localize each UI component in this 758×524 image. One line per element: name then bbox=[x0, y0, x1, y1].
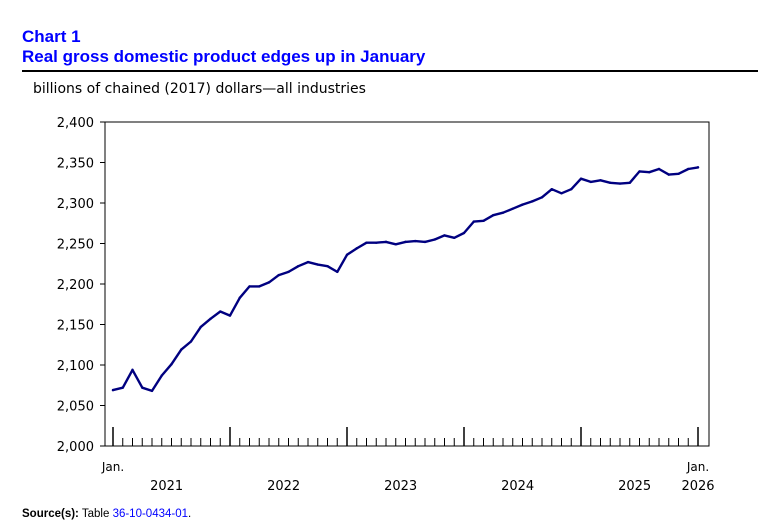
x-year-label: 2026 bbox=[681, 479, 714, 494]
data-point bbox=[180, 348, 183, 351]
data-point bbox=[297, 264, 300, 268]
data-point bbox=[531, 200, 534, 203]
chart-number: Chart 1 bbox=[22, 27, 81, 46]
data-point bbox=[540, 196, 544, 199]
source-label: Source(s): bbox=[22, 508, 79, 520]
data-point bbox=[589, 180, 592, 184]
data-point bbox=[492, 213, 495, 217]
data-point bbox=[160, 374, 163, 377]
source-prefix: Table bbox=[81, 508, 113, 520]
data-point bbox=[677, 172, 680, 176]
chart-title: Real gross domestic product edges up in … bbox=[22, 47, 426, 66]
data-point bbox=[248, 285, 251, 288]
data-point bbox=[696, 166, 700, 169]
data-point bbox=[209, 317, 212, 321]
data-point bbox=[550, 188, 553, 191]
x-year-label: 2022 bbox=[267, 479, 300, 494]
data-point bbox=[618, 182, 622, 185]
y-tick-label: 2,300 bbox=[57, 197, 94, 212]
data-point bbox=[316, 263, 319, 266]
data-point bbox=[453, 236, 456, 240]
data-point bbox=[121, 386, 124, 389]
data-point bbox=[521, 203, 524, 206]
y-axis: 2,000 2,050 2,100 2,150 2,200 2,250 2,300 2,350… bbox=[57, 116, 105, 455]
x-axis: Jan. Jan. 2021 2022 2023 2024 2025 2026 bbox=[101, 427, 715, 494]
data-point bbox=[579, 177, 583, 180]
data-point bbox=[336, 270, 339, 274]
data-point bbox=[501, 211, 505, 214]
data-point bbox=[238, 296, 241, 299]
x-month-label: Jan. bbox=[686, 460, 709, 474]
data-point bbox=[609, 181, 612, 184]
data-point bbox=[443, 234, 446, 237]
y-axis-unit-label: billions of chained (2017) dollars—all i… bbox=[33, 81, 366, 97]
data-point bbox=[199, 325, 202, 329]
x-year-label: 2024 bbox=[501, 479, 534, 494]
y-tick-label: 2,200 bbox=[57, 278, 94, 293]
data-point bbox=[482, 219, 485, 223]
source-table-link[interactable]: 36-10-0434-01 bbox=[112, 508, 189, 520]
series-line bbox=[111, 166, 700, 393]
data-point bbox=[628, 181, 631, 184]
data-point bbox=[570, 188, 573, 191]
data-point bbox=[170, 362, 173, 366]
y-tick-label: 2,150 bbox=[57, 319, 94, 334]
x-year-label: 2023 bbox=[384, 479, 417, 494]
plot-area-frame bbox=[104, 121, 710, 447]
data-point bbox=[394, 243, 397, 246]
data-point bbox=[414, 239, 417, 243]
data-point bbox=[462, 231, 466, 235]
source-suffix: . bbox=[188, 508, 192, 520]
data-point bbox=[345, 253, 349, 257]
data-point bbox=[404, 240, 407, 244]
x-year-label: 2021 bbox=[150, 479, 183, 494]
data-point bbox=[667, 173, 670, 176]
data-point bbox=[599, 179, 602, 182]
data-point bbox=[423, 240, 427, 244]
data-point bbox=[267, 281, 271, 284]
data-point bbox=[326, 264, 329, 268]
source-note: Source(s): Table 36-10-0434-01. bbox=[22, 508, 191, 520]
series-group bbox=[111, 166, 700, 393]
y-tick-label: 2,250 bbox=[57, 238, 94, 253]
data-point bbox=[433, 238, 436, 241]
y-tick-label: 2,100 bbox=[57, 359, 94, 374]
data-point bbox=[219, 310, 222, 313]
data-point bbox=[150, 389, 154, 393]
data-point bbox=[141, 386, 144, 389]
x-month-label: Jan. bbox=[101, 460, 124, 474]
data-point bbox=[560, 192, 563, 195]
data-point bbox=[131, 368, 134, 372]
data-point bbox=[472, 220, 475, 223]
y-tick-label: 2,350 bbox=[57, 157, 94, 172]
data-point bbox=[258, 285, 261, 288]
data-point bbox=[638, 170, 641, 173]
data-point bbox=[287, 270, 290, 274]
y-tick-label: 2,050 bbox=[57, 400, 94, 415]
data-point bbox=[384, 240, 388, 244]
x-year-label: 2025 bbox=[618, 479, 651, 494]
title-divider bbox=[22, 70, 758, 72]
data-point bbox=[687, 167, 690, 171]
y-tick-label: 2,000 bbox=[57, 440, 94, 455]
data-point bbox=[648, 171, 651, 174]
data-point bbox=[365, 241, 368, 244]
data-point bbox=[375, 241, 378, 244]
data-point bbox=[511, 207, 514, 210]
y-tick-label: 2,400 bbox=[57, 116, 94, 131]
data-point bbox=[189, 340, 193, 343]
data-point bbox=[111, 388, 115, 392]
data-point bbox=[355, 247, 358, 250]
data-point bbox=[277, 273, 280, 277]
data-point bbox=[657, 167, 661, 171]
data-point bbox=[228, 314, 232, 317]
data-point bbox=[306, 260, 310, 264]
